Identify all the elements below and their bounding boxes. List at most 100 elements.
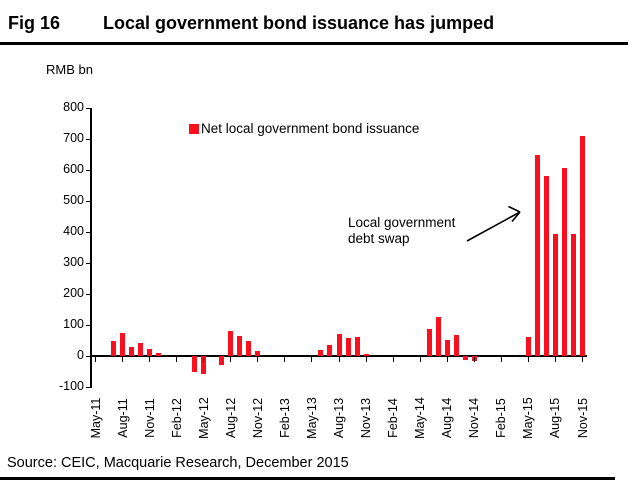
bar — [525, 337, 531, 356]
x-tick — [95, 357, 96, 362]
bar — [228, 330, 234, 356]
y-axis-line — [90, 108, 92, 388]
figure-number: Fig 16 — [8, 13, 61, 33]
x-tick-label: May-14 — [413, 397, 428, 439]
legend-label: Net local government bond issuance — [201, 121, 420, 136]
x-axis-line — [91, 355, 587, 357]
bar — [580, 135, 585, 356]
x-tick — [230, 357, 232, 362]
y-tick — [86, 200, 91, 202]
bar — [111, 341, 117, 356]
y-tick-label: 700 — [63, 131, 84, 145]
bar — [363, 354, 369, 356]
bar — [345, 338, 351, 356]
x-tick-label: Aug-12 — [223, 397, 238, 439]
x-tick — [419, 357, 421, 362]
x-tick-label: May-12 — [196, 397, 211, 439]
y-tick — [86, 107, 91, 109]
x-tick-label: Nov-14 — [467, 397, 482, 439]
x-tick — [365, 357, 367, 362]
plot-area: 800 700 600 500 400 300 200 100 0 -100 May-11 Aug-1… — [59, 100, 590, 439]
x-tick — [582, 357, 583, 362]
legend-swatch-icon — [189, 123, 199, 134]
y-axis-unit-label: RMB bn — [46, 62, 93, 77]
bar — [129, 347, 135, 356]
bar — [201, 356, 207, 374]
bar — [336, 334, 342, 356]
bar — [156, 353, 162, 356]
bar — [237, 336, 243, 356]
x-tick-label: Aug-13 — [332, 397, 346, 439]
bar — [561, 168, 567, 356]
x-tick-label: Nov-11 — [142, 398, 157, 438]
x-tick-label: May-15 — [521, 397, 536, 439]
bar — [453, 334, 459, 356]
bar — [246, 340, 252, 356]
y-tick — [86, 231, 91, 233]
x-tick-label: Aug-11 — [115, 398, 130, 438]
y-tick-label: 300 — [63, 255, 84, 269]
y-tick — [86, 355, 91, 357]
y-tick — [86, 262, 91, 264]
x-tick-label: Feb-14 — [386, 398, 401, 438]
bar — [435, 316, 441, 356]
x-tick — [149, 357, 151, 362]
y-tick-label: 500 — [63, 193, 84, 207]
bar — [192, 356, 198, 373]
y-tick-label: 800 — [63, 100, 84, 114]
x-tick — [527, 357, 529, 362]
legend: Net local government bond issuance — [189, 121, 419, 136]
y-tick-label: -100 — [58, 379, 84, 393]
x-tick — [338, 357, 340, 362]
annotation-text: Local government debt swap — [348, 215, 455, 247]
bar — [444, 340, 450, 356]
x-tick — [284, 357, 286, 362]
x-tick-label: Feb-15 — [494, 398, 509, 438]
bar — [552, 233, 558, 356]
title-divider — [0, 42, 628, 45]
x-tick — [500, 357, 502, 362]
bar — [327, 345, 333, 356]
y-tick-label: 0 — [77, 348, 84, 362]
x-tick-label: Nov-12 — [250, 397, 265, 439]
x-tick — [203, 357, 205, 362]
bar — [219, 356, 225, 365]
x-tick-label: Nov-15 — [575, 397, 590, 439]
y-tick — [86, 293, 91, 295]
annotation-line1: Local government — [348, 215, 456, 230]
bar — [543, 176, 549, 356]
bar — [534, 154, 540, 356]
y-tick — [86, 169, 91, 171]
x-tick — [473, 357, 475, 362]
x-tick-label: Feb-12 — [169, 398, 184, 438]
bar — [462, 356, 468, 361]
bar — [120, 332, 126, 356]
bottom-divider — [0, 477, 615, 480]
source-line: Source: CEIC, Macquarie Research, Decemb… — [7, 455, 349, 471]
y-tick-label: 100 — [63, 317, 84, 331]
x-tick-label: Aug-15 — [548, 397, 563, 439]
bar — [354, 336, 360, 356]
bar — [255, 351, 261, 356]
figure-title: Local government bond issuance has jumpe… — [103, 13, 495, 33]
y-tick — [86, 138, 91, 140]
y-tick-label: 400 — [63, 224, 84, 238]
x-tick-label: May-11 — [88, 397, 103, 439]
x-tick — [257, 357, 259, 362]
x-tick — [392, 357, 394, 362]
x-tick-label: Nov-13 — [359, 397, 374, 439]
y-tick — [86, 324, 91, 326]
bar — [138, 342, 144, 356]
annotation-line2: debt swap — [348, 231, 410, 246]
x-tick-label: Feb-13 — [277, 398, 292, 438]
x-tick — [122, 357, 124, 362]
x-tick — [446, 357, 448, 362]
x-tick-label: May-13 — [304, 397, 319, 439]
x-tick-label: Aug-14 — [440, 397, 455, 439]
y-tick — [86, 386, 91, 388]
x-tick — [311, 357, 313, 362]
bar — [426, 329, 432, 356]
y-tick-label: 600 — [63, 162, 84, 176]
bar — [147, 349, 153, 356]
